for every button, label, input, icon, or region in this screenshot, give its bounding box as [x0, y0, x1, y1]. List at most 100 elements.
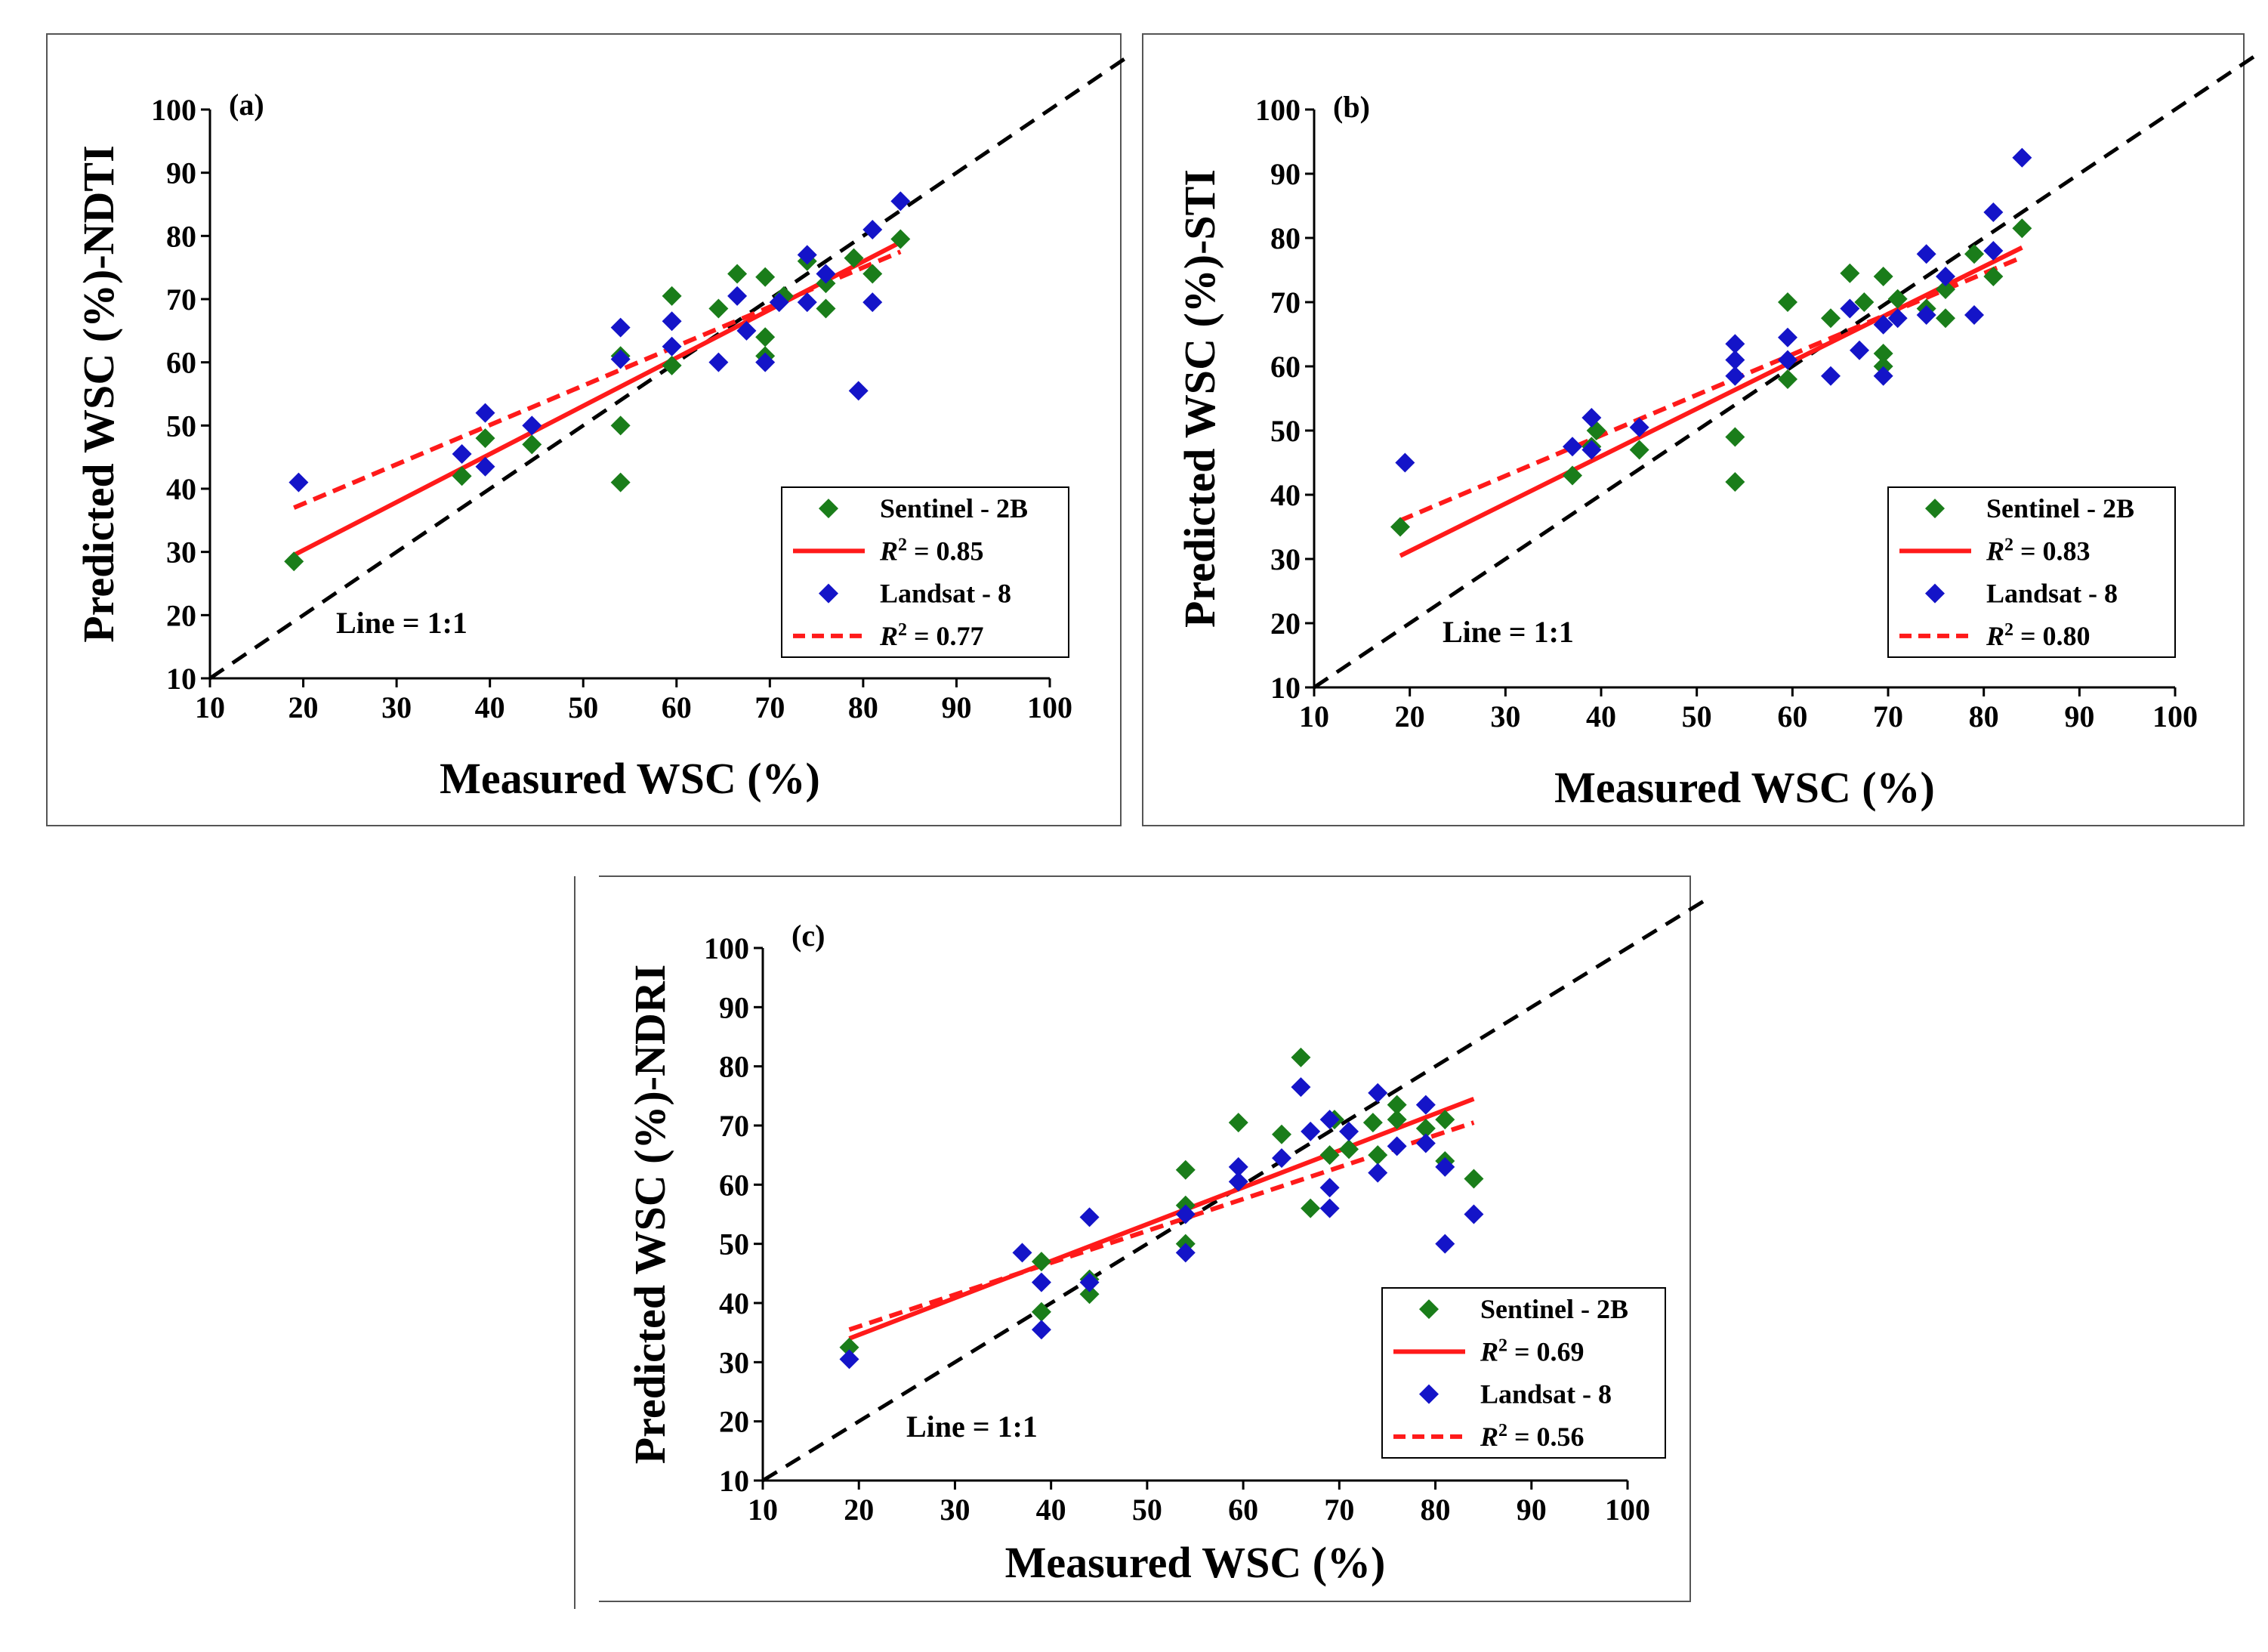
point-sentinel: [708, 298, 729, 319]
point-landsat: [1272, 1148, 1291, 1169]
point-landsat: [1936, 267, 1955, 286]
x-tick-label: 20: [289, 690, 319, 724]
y-tick-label: 100: [151, 93, 196, 127]
point-landsat: [1873, 314, 1893, 335]
x-tick-label: 70: [754, 690, 785, 724]
x-tick-label: 90: [2064, 699, 2094, 733]
point-landsat: [1395, 452, 1415, 473]
y-tick-label: 50: [166, 409, 196, 443]
x-tick-label: 30: [1490, 699, 1520, 733]
point-sentinel: [839, 1337, 859, 1357]
point-landsat: [736, 320, 757, 341]
legend-landsat-marker: [819, 583, 838, 604]
point-landsat: [1415, 1095, 1436, 1115]
y-tick-label: 10: [719, 1464, 749, 1498]
point-landsat: [1563, 437, 1582, 457]
x-tick-label: 70: [1873, 699, 1903, 733]
point-landsat: [1778, 350, 1797, 370]
legend-sentinel-label: Sentinel - 2B: [1986, 493, 2134, 523]
point-landsat: [1435, 1234, 1455, 1254]
point-sentinel: [1873, 267, 1893, 286]
x-tick-label: 80: [848, 690, 878, 724]
panel-label: (b): [1333, 90, 1370, 124]
x-tick-label: 90: [1517, 1493, 1547, 1527]
legend: Sentinel - 2B R2 = 0.83 Landsat - 8 R2 = 0.…: [1887, 486, 2176, 658]
y-tick-label: 40: [166, 472, 196, 506]
point-landsat: [1339, 1121, 1359, 1141]
point-landsat: [522, 415, 542, 436]
point-sentinel: [1319, 1145, 1340, 1166]
legend-sentinel-r2: R2 = 0.85: [879, 535, 984, 566]
point-sentinel: [1464, 1169, 1484, 1189]
identity-line-label: Line = 1:1: [906, 1410, 1038, 1444]
point-landsat: [610, 317, 631, 338]
point-sentinel: [1887, 289, 1908, 309]
y-tick-label: 60: [719, 1168, 749, 1202]
point-landsat: [289, 472, 309, 493]
point-landsat: [769, 292, 789, 313]
point-landsat: [662, 311, 682, 332]
legend-sentinel-r2: R2 = 0.69: [1480, 1335, 1585, 1366]
point-sentinel: [862, 264, 883, 284]
y-tick-label: 10: [1270, 671, 1301, 705]
x-tick-label: 100: [2152, 699, 2198, 733]
point-sentinel: [610, 472, 631, 493]
x-tick-label: 10: [748, 1493, 778, 1527]
point-sentinel: [1854, 292, 1875, 312]
point-landsat: [662, 336, 682, 357]
fit-line-landsat: [1399, 255, 2023, 523]
legend-sentinel-label: Sentinel - 2B: [880, 493, 1028, 523]
point-sentinel: [1840, 263, 1860, 283]
x-tick-label: 100: [1027, 690, 1072, 724]
x-tick-label: 10: [1299, 699, 1329, 733]
fit-line-sentinel: [848, 1096, 1475, 1341]
y-tick-label: 10: [166, 662, 196, 696]
point-sentinel: [1563, 465, 1582, 486]
legend-landsat-r2: R2 = 0.77: [879, 620, 984, 651]
point-landsat: [1887, 308, 1908, 329]
point-landsat: [1964, 305, 1984, 325]
y-tick-label: 100: [704, 931, 749, 965]
point-landsat: [1079, 1272, 1100, 1292]
y-tick-label: 50: [719, 1227, 749, 1261]
point-landsat: [1983, 202, 2004, 222]
point-landsat: [1012, 1243, 1032, 1263]
legend-landsat-label: Landsat - 8: [1480, 1379, 1612, 1410]
legend-landsat-marker: [1419, 1384, 1439, 1404]
point-sentinel: [1936, 279, 1955, 299]
y-tick-label: 90: [1270, 157, 1301, 191]
point-sentinel: [1629, 440, 1649, 460]
legend-sentinel-r2: R2 = 0.83: [1986, 535, 2091, 566]
point-landsat: [797, 245, 817, 265]
legend-sentinel-label: Sentinel - 2B: [1480, 1294, 1628, 1324]
point-landsat: [1435, 1156, 1455, 1177]
y-tick-label: 80: [166, 219, 196, 253]
x-tick-label: 90: [941, 690, 971, 724]
legend-landsat-r2: R2 = 0.80: [1986, 620, 2091, 651]
point-landsat: [1228, 1172, 1248, 1192]
point-landsat: [475, 456, 495, 477]
x-tick-label: 20: [1395, 699, 1425, 733]
point-sentinel: [1031, 1252, 1051, 1272]
y-tick-label: 70: [166, 283, 196, 317]
fit-line-landsat: [848, 1120, 1475, 1332]
point-sentinel: [1821, 308, 1841, 329]
y-tick-label: 20: [166, 598, 196, 632]
y-tick-label: 60: [166, 346, 196, 380]
point-sentinel: [1272, 1124, 1291, 1144]
y-axis-label: Predicted WSC (%)-NDRI: [625, 965, 674, 1465]
point-landsat: [1301, 1121, 1321, 1141]
point-landsat: [1725, 334, 1745, 354]
point-sentinel: [1301, 1198, 1321, 1218]
point-sentinel: [1415, 1118, 1436, 1138]
panel-frame: [1142, 33, 2245, 826]
y-tick-label: 30: [719, 1345, 749, 1379]
x-tick-label: 50: [1132, 1493, 1162, 1527]
point-sentinel: [2012, 218, 2032, 239]
point-landsat: [1319, 1110, 1340, 1130]
point-landsat: [1368, 1163, 1388, 1183]
point-sentinel: [1725, 472, 1745, 492]
chart-panel-b: 10 20 30 40 50 60 70 80 90 100 10 20 30 40 50 60 70 80 90 1…: [1142, 33, 2258, 826]
point-sentinel: [1778, 292, 1797, 312]
x-tick-label: 40: [1036, 1493, 1066, 1527]
